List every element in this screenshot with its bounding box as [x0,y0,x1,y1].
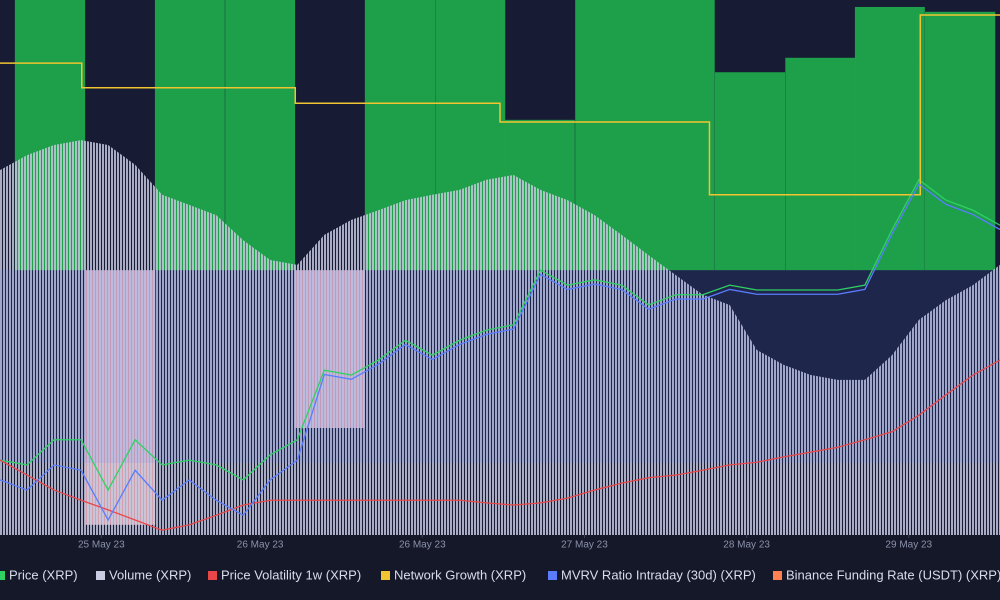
legend-swatch [381,571,390,580]
legend-label: Price (XRP) [9,567,78,582]
x-tick-label: 27 May 23 [561,540,608,551]
volume-area [0,140,1000,536]
legend-swatch [96,571,105,580]
band [0,270,1000,463]
funding-bar [644,0,715,271]
funding-bar [785,57,856,271]
line-layer [0,14,1000,531]
legend-swatch [0,571,5,580]
legend-label: MVRV Ratio Intraday (30d) (XRP) [561,567,756,582]
step-line [0,14,1000,196]
x-tick-label: 28 May 23 [723,540,770,551]
funding-bar [225,0,296,271]
x-tick-label: 29 May 23 [885,540,932,551]
legend-swatch [548,571,557,580]
x-tick-label: 26 May 23 [399,540,446,551]
series-line [0,178,1000,492]
funding-bar [854,6,925,271]
series-line [0,183,1000,522]
x-tick-label: 25 May 23 [78,540,125,551]
funding-bar [925,11,996,271]
legend-label: Price Volatility 1w (XRP) [221,567,361,582]
legend-swatch [773,571,782,580]
series-line [0,359,1000,531]
volume-layer [0,140,1000,536]
x-tick-label: 26 May 23 [237,540,284,551]
legend-swatch [208,571,217,580]
legend-background [0,535,1000,600]
x-axis: 25 May 23 26 May 23 26 May 23 27 May 23 28 M… [78,535,933,551]
legend-label: Volume (XRP) [109,567,191,582]
funding-bar [714,72,786,271]
legend-label: Network Growth (XRP) [394,567,526,582]
legend-label: Binance Funding Rate (USDT) (XRP) [786,567,1000,582]
legend: Price (XRP) Volume (XRP) Price Volatility … [0,567,1000,582]
